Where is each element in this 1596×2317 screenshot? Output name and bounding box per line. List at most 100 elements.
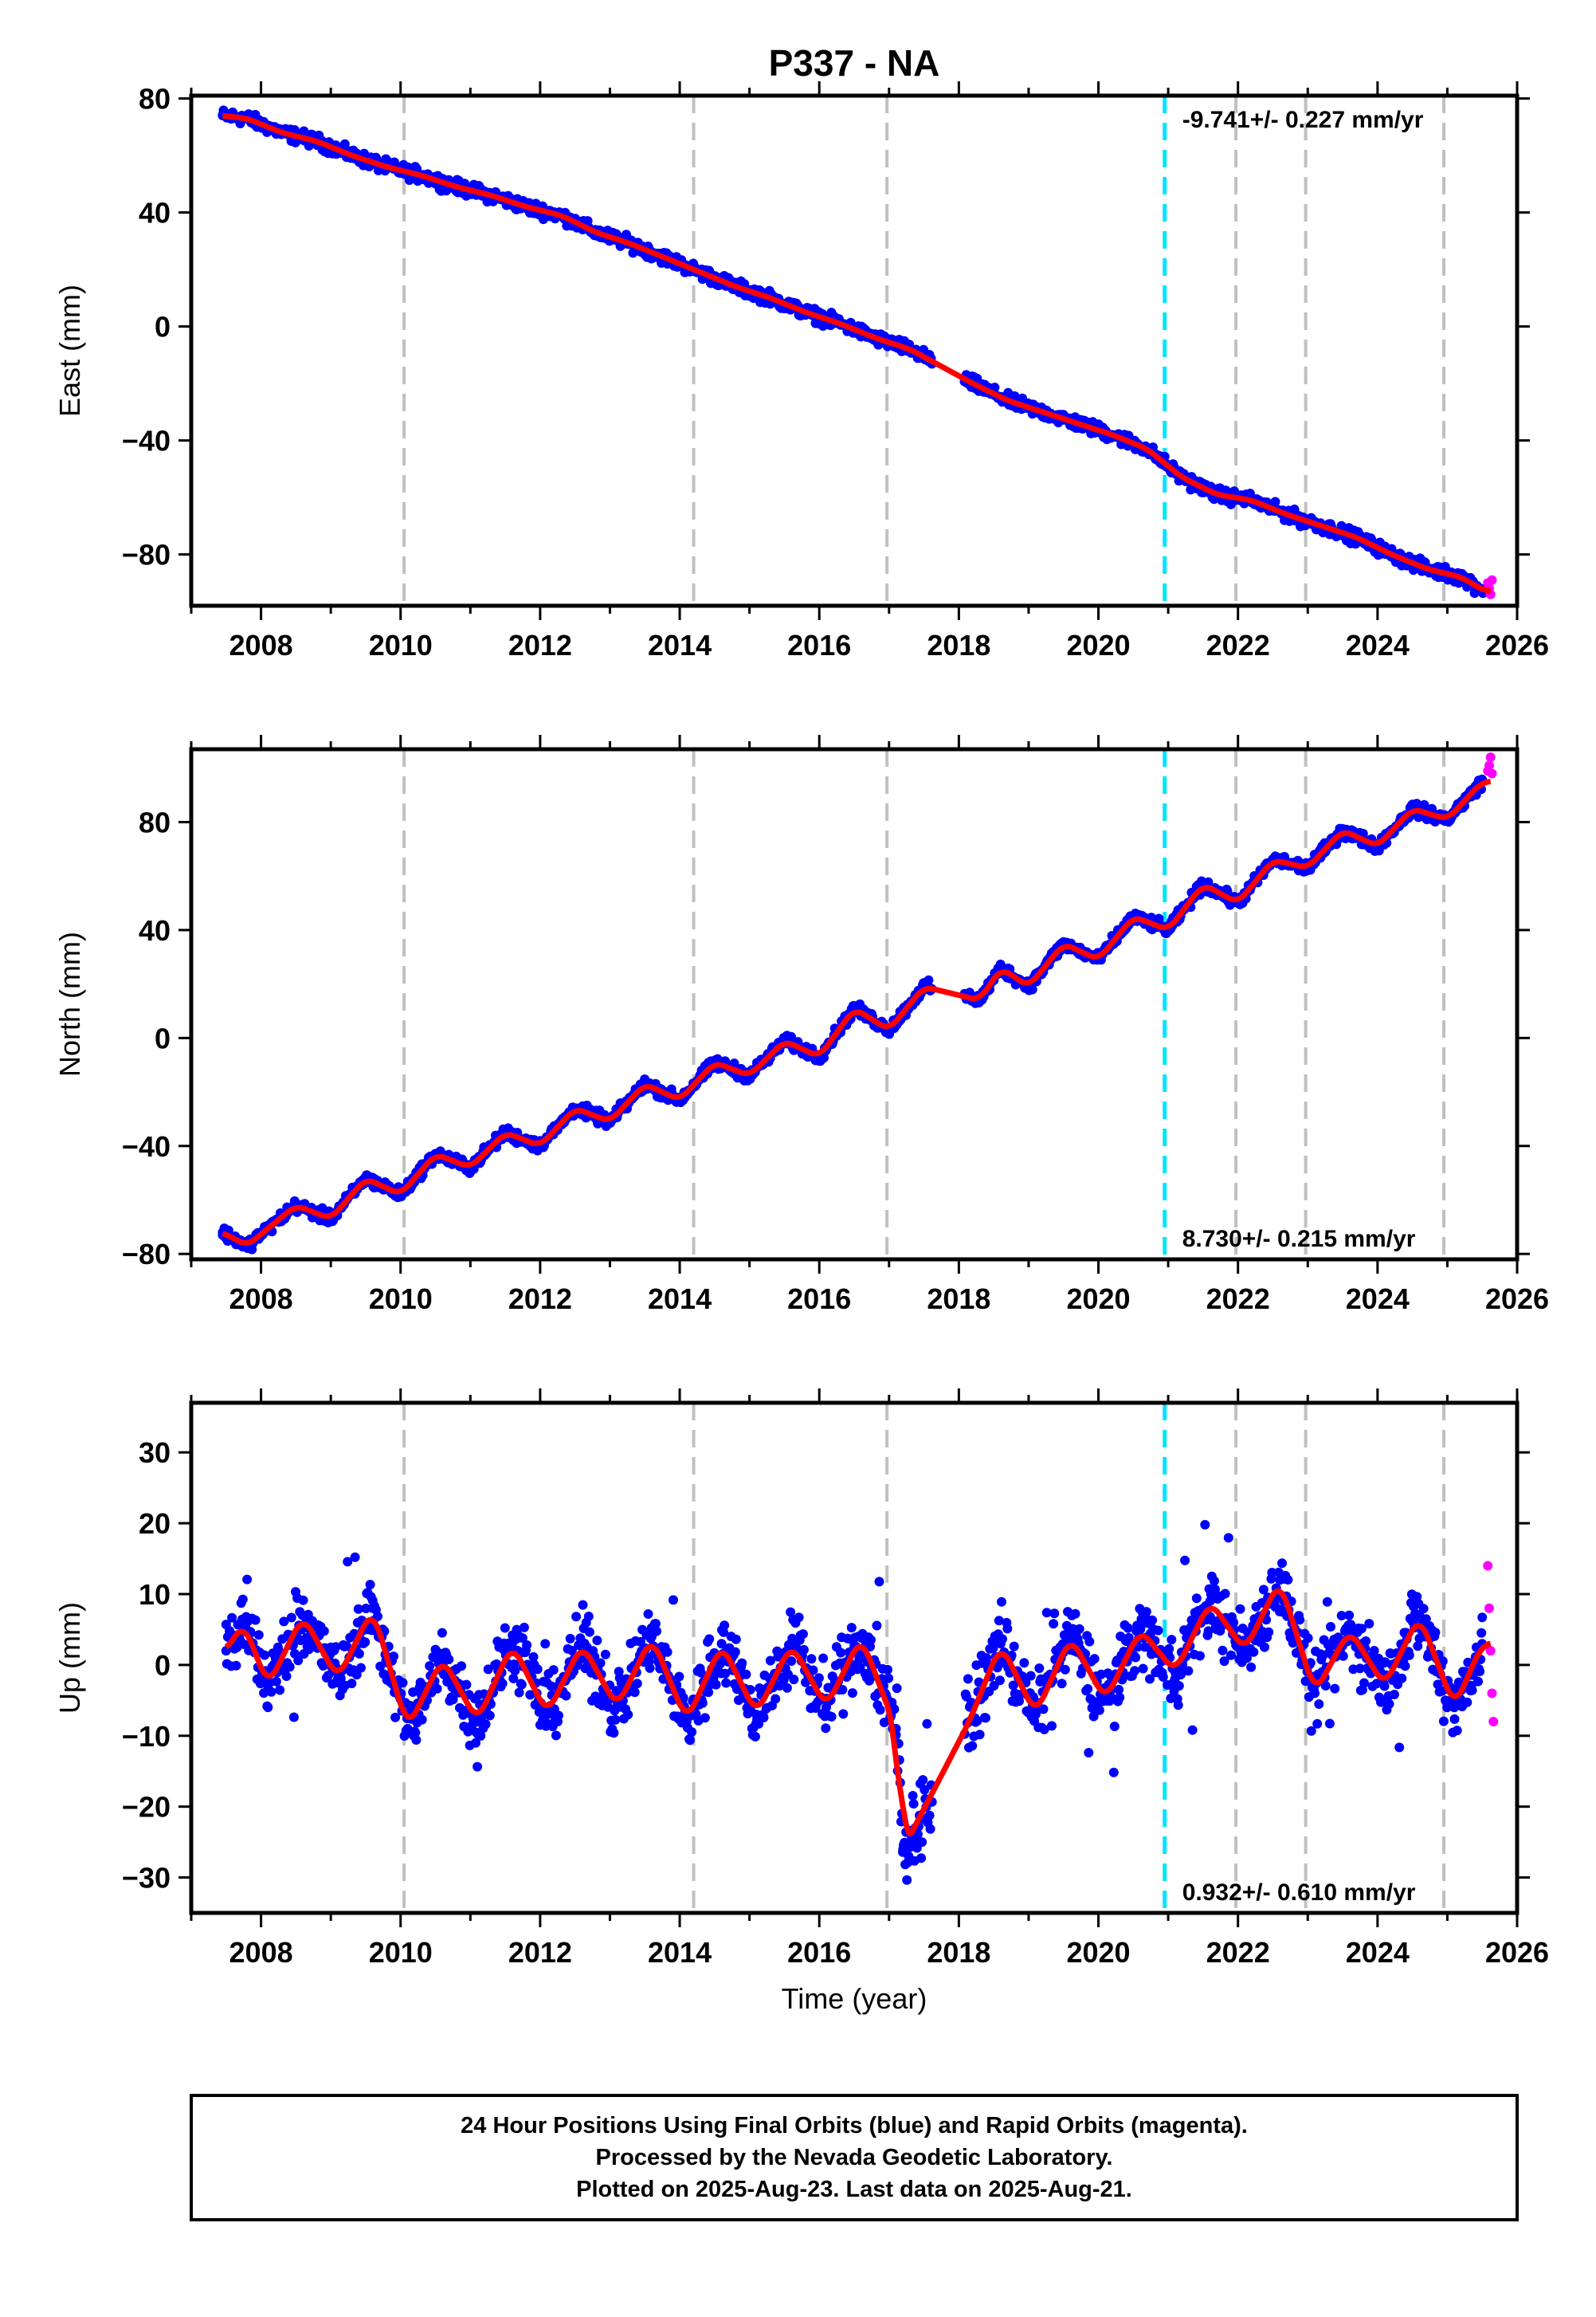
data-point <box>1473 1676 1483 1687</box>
data-point <box>1083 1683 1093 1694</box>
x-tick-label: 2012 <box>508 1282 572 1315</box>
data-point <box>1303 1633 1313 1643</box>
data-point <box>584 1627 594 1637</box>
data-point <box>473 1761 483 1772</box>
data-point <box>565 1633 575 1643</box>
data-point <box>286 1612 296 1623</box>
data-point <box>577 1639 587 1649</box>
data-point <box>339 139 350 149</box>
data-point <box>1130 1666 1140 1676</box>
rapid-orbit-point <box>1483 1561 1493 1571</box>
data-point <box>1326 1622 1335 1632</box>
chart-title: P337 - NA <box>769 42 940 84</box>
data-point <box>1191 1593 1202 1604</box>
plot-frame <box>189 93 1520 608</box>
data-point <box>720 1620 730 1631</box>
data-point <box>994 1675 1005 1686</box>
data-point <box>548 1665 559 1675</box>
data-point <box>1205 1596 1215 1606</box>
data-point <box>974 1730 985 1740</box>
data-point <box>551 1730 561 1741</box>
data-point <box>612 1702 622 1713</box>
footer-box: 24 Hour Positions Using Final Orbits (bl… <box>190 2094 1519 2221</box>
data-point <box>1330 1683 1340 1694</box>
y-tick-label: −80 <box>122 539 171 571</box>
data-point <box>821 1723 831 1734</box>
data-point <box>497 1679 508 1689</box>
data-point <box>1174 1681 1184 1691</box>
data-point <box>1462 1697 1472 1707</box>
data-point <box>1030 1710 1041 1720</box>
data-point <box>1223 1533 1233 1543</box>
data-point <box>275 1685 285 1695</box>
data-point <box>922 1718 932 1729</box>
data-point <box>645 1663 655 1673</box>
data-point <box>1183 1666 1194 1676</box>
plot-area <box>218 749 1497 1259</box>
data-point <box>963 1674 973 1684</box>
data-point <box>288 1712 299 1722</box>
y-tick-label: −40 <box>122 425 171 458</box>
rapid-orbit-point <box>1485 752 1496 763</box>
data-point <box>1195 1651 1205 1661</box>
data-point <box>522 1640 532 1650</box>
data-point <box>1344 1624 1355 1635</box>
data-point <box>794 1612 804 1623</box>
data-point <box>1060 1664 1070 1675</box>
data-point <box>437 1628 447 1638</box>
rate-label: 0.932+/- 0.610 mm/yr <box>1182 1879 1416 1906</box>
data-point <box>1141 1607 1151 1617</box>
data-point <box>238 1617 249 1628</box>
rapid-orbit-point <box>1487 768 1497 779</box>
y-tick-label: 80 <box>139 83 171 116</box>
footer-line-1: 24 Hour Positions Using Final Orbits (bl… <box>461 2113 1248 2138</box>
plot-area <box>221 1403 1499 1913</box>
data-point <box>1084 1636 1095 1647</box>
data-point <box>883 1664 892 1675</box>
data-point <box>1295 1615 1305 1625</box>
data-point <box>884 1673 894 1683</box>
data-point <box>398 1678 408 1688</box>
data-point <box>319 1626 329 1636</box>
data-point <box>242 1574 253 1585</box>
data-point <box>263 1702 273 1713</box>
data-point <box>510 1666 520 1675</box>
data-point <box>1154 913 1164 924</box>
data-point <box>1404 1650 1414 1660</box>
data-point <box>1361 1636 1371 1646</box>
data-point <box>1260 1642 1269 1652</box>
data-point <box>916 1853 927 1863</box>
data-point <box>356 1663 366 1673</box>
data-point <box>281 1671 292 1681</box>
y-tick-label: −30 <box>122 1862 171 1895</box>
x-tick-label: 2018 <box>927 1282 990 1315</box>
data-point <box>354 1648 364 1659</box>
data-point <box>417 1714 427 1725</box>
data-point <box>1170 1667 1180 1677</box>
data-point <box>500 1623 510 1633</box>
rapid-orbit-point <box>1487 1688 1497 1698</box>
y-tick-label: −40 <box>122 1130 171 1163</box>
data-point <box>350 1552 360 1562</box>
y-tick-label: 40 <box>139 197 171 230</box>
y-tick-label: 30 <box>139 1436 171 1469</box>
data-point <box>271 1676 281 1687</box>
data-point <box>1475 1667 1485 1676</box>
data-point <box>1449 1702 1460 1713</box>
data-point <box>367 1603 378 1613</box>
data-point <box>898 1844 908 1854</box>
x-tick-label: 2016 <box>787 1282 851 1315</box>
data-point <box>461 1679 472 1690</box>
y-tick-label: 80 <box>139 806 171 838</box>
data-point <box>1100 1695 1111 1706</box>
data-point <box>332 1674 343 1684</box>
data-point <box>1394 1742 1405 1753</box>
data-point <box>1108 1767 1119 1777</box>
data-point <box>1164 1643 1174 1654</box>
x-tick-label: 2022 <box>1206 1282 1270 1315</box>
data-point <box>1002 1624 1013 1634</box>
data-point <box>516 1679 527 1690</box>
data-point <box>838 1709 849 1719</box>
